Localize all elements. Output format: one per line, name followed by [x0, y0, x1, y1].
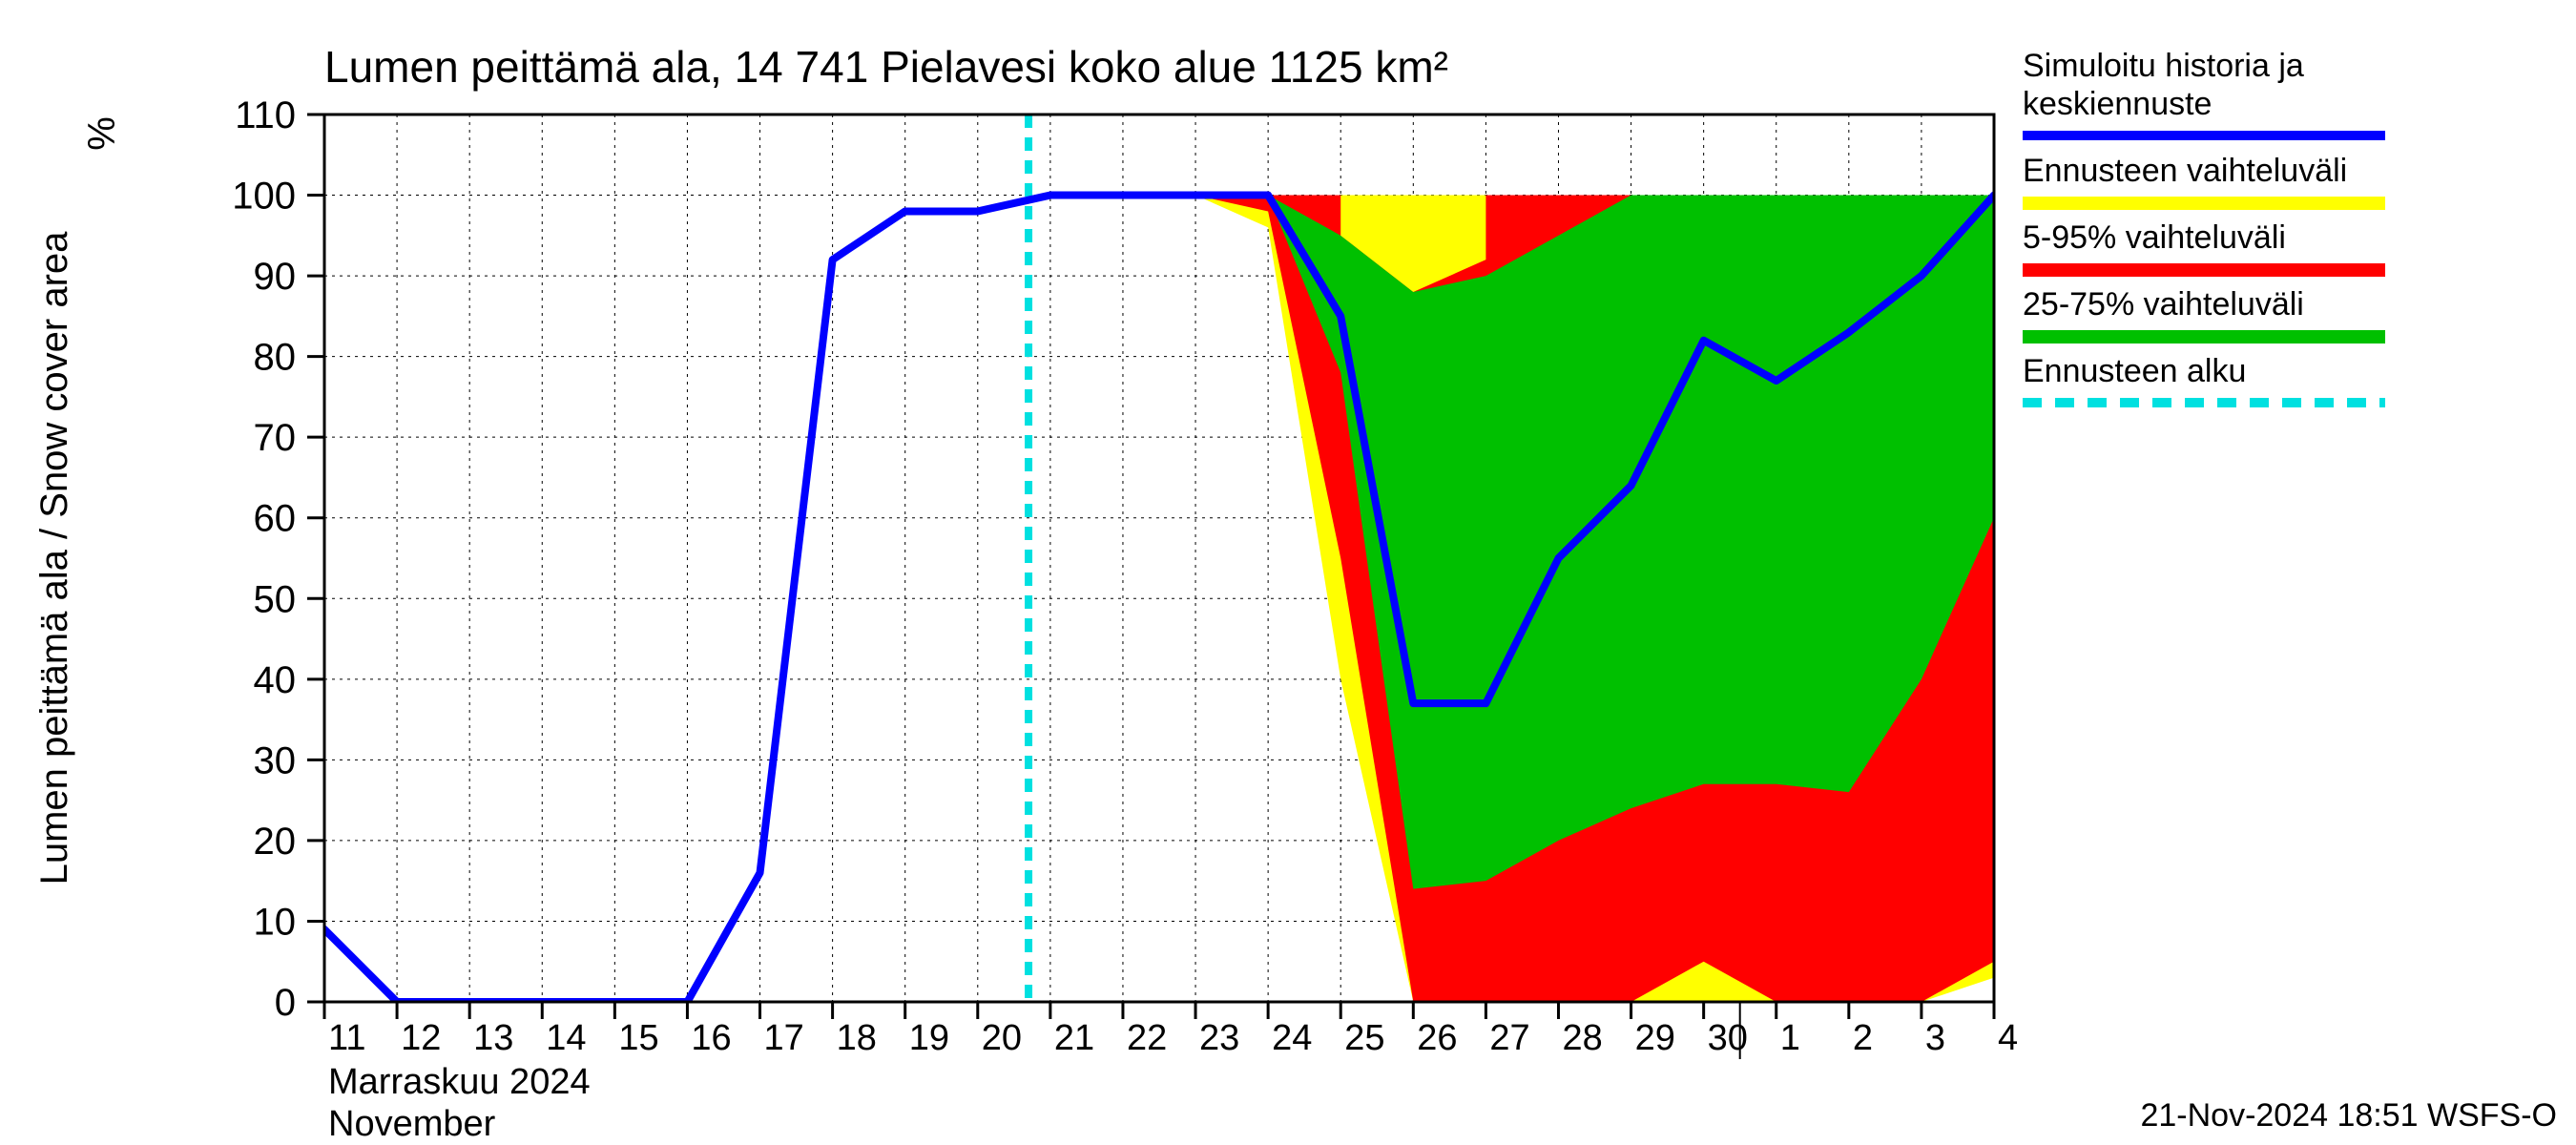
legend-label: Ennusteen alku — [2023, 353, 2246, 389]
y-tick-label: 100 — [232, 176, 296, 218]
x-tick-label: 17 — [764, 1018, 804, 1058]
y-tick-label: 80 — [254, 337, 297, 379]
chart-container: 0102030405060708090100110111213141516171… — [0, 0, 2576, 1145]
y-tick-label: 110 — [235, 94, 296, 136]
y-tick-label: 60 — [254, 498, 297, 540]
x-tick-label: 18 — [837, 1018, 877, 1058]
x-tick-label: 29 — [1635, 1018, 1675, 1058]
y-axis-unit: % — [81, 116, 123, 151]
y-tick-label: 0 — [275, 982, 296, 1024]
y-tick-label: 10 — [254, 901, 297, 943]
y-tick-label: 20 — [254, 821, 297, 863]
x-tick-label: 15 — [618, 1018, 658, 1058]
x-tick-label: 19 — [909, 1018, 949, 1058]
legend-swatch-band — [2023, 197, 2385, 210]
legend-label: 5-95% vaihteluväli — [2023, 219, 2286, 256]
x-tick-label: 13 — [473, 1018, 513, 1058]
y-tick-label: 90 — [254, 256, 297, 298]
x-tick-label: 23 — [1199, 1018, 1239, 1058]
legend: Simuloitu historia jakeskiennuste Ennuste… — [2023, 48, 2385, 403]
x-tick-label: 24 — [1272, 1018, 1312, 1058]
x-tick-label: 14 — [546, 1018, 586, 1058]
x-tick-label: 11 — [328, 1018, 365, 1058]
x-tick-label: 22 — [1127, 1018, 1167, 1058]
legend-swatch-band — [2023, 330, 2385, 344]
snow-cover-chart: 0102030405060708090100110111213141516171… — [0, 0, 2576, 1145]
footer-timestamp: 21-Nov-2024 18:51 WSFS-O — [2140, 1097, 2557, 1134]
x-month-label-en: November — [328, 1104, 496, 1144]
x-tick-label: 25 — [1344, 1018, 1384, 1058]
x-tick-label: 3 — [1925, 1018, 1945, 1058]
legend-label: keskiennuste — [2023, 86, 2212, 122]
y-tick-label: 50 — [254, 578, 297, 620]
x-tick-label: 26 — [1417, 1018, 1457, 1058]
legend-label: Ennusteen vaihteluväli — [2023, 153, 2347, 189]
y-tick-label: 70 — [254, 417, 297, 459]
x-month-label-fi: Marraskuu 2024 — [328, 1062, 591, 1102]
x-tick-label: 12 — [401, 1018, 441, 1058]
legend-label: 25-75% vaihteluväli — [2023, 286, 2304, 323]
x-tick-label: 2 — [1853, 1018, 1873, 1058]
x-tick-label: 28 — [1562, 1018, 1602, 1058]
chart-title: Lumen peittämä ala, 14 741 Pielavesi kok… — [324, 42, 1448, 92]
legend-label: Simuloitu historia ja — [2023, 48, 2304, 84]
x-tick-label: 30 — [1708, 1018, 1748, 1058]
x-tick-label: 20 — [982, 1018, 1022, 1058]
y-tick-label: 30 — [254, 739, 297, 781]
y-axis-label: Lumen peittämä ala / Snow cover area — [33, 231, 75, 885]
x-tick-label: 16 — [691, 1018, 731, 1058]
x-tick-label: 27 — [1489, 1018, 1529, 1058]
legend-swatch-band — [2023, 263, 2385, 277]
y-tick-label: 40 — [254, 659, 297, 701]
x-tick-label: 21 — [1054, 1018, 1094, 1058]
x-tick-label: 1 — [1780, 1018, 1800, 1058]
x-tick-label: 4 — [1998, 1018, 2018, 1058]
